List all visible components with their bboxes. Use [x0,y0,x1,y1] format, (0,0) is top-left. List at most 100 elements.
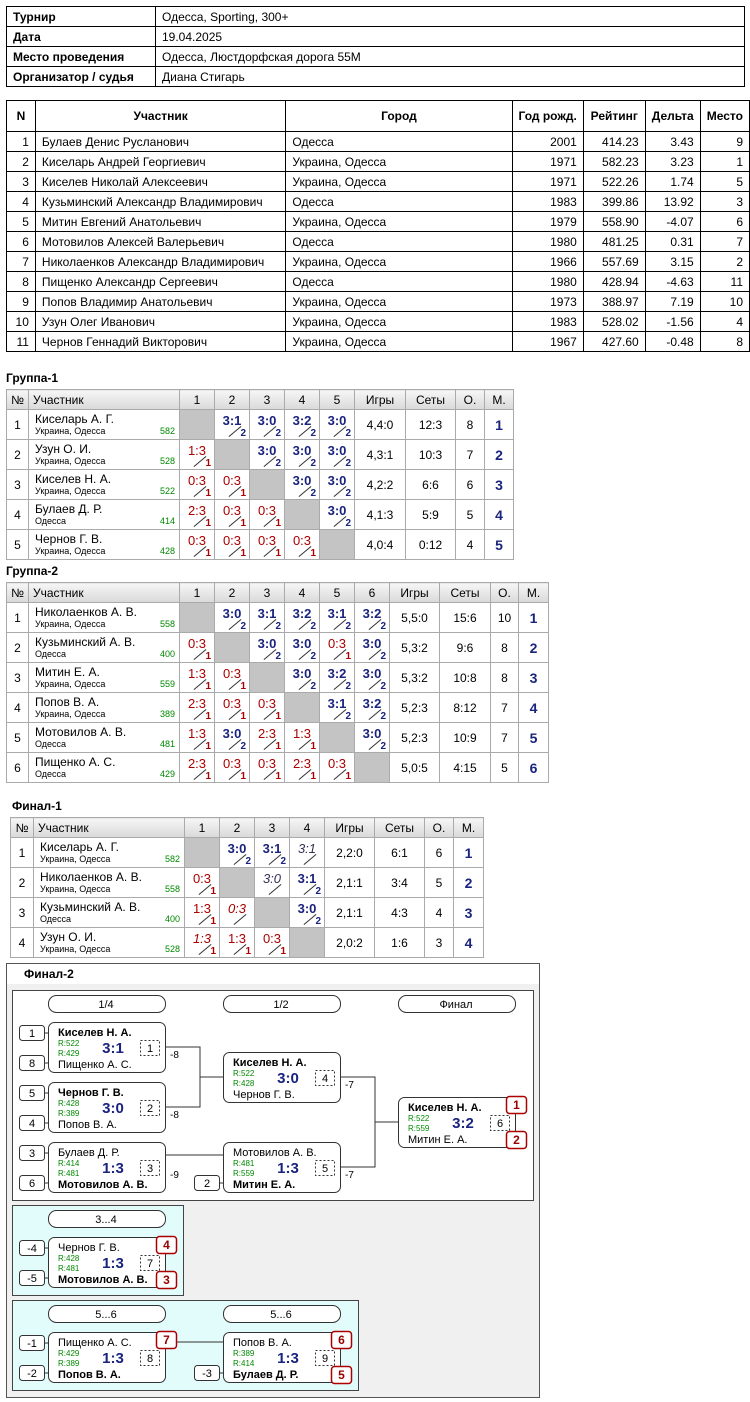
row-number: 5 [6,529,29,560]
place: 4 [484,499,514,530]
place: 6 [338,1333,345,1347]
place: 6 [518,752,549,783]
score: 3:0 [257,443,277,458]
sets: 10:3 [405,439,456,470]
place: 4 [518,692,549,723]
match-points: 2 [275,428,281,439]
score-cell: 3:2 2 [354,602,390,633]
player-name: Мотовилов А. В. [233,1147,317,1159]
seed-box [19,1025,45,1041]
score-cell: 3:0 2 [354,662,390,693]
player-name: Булаев Д. Р. [233,1369,298,1381]
column-header: 5 [319,582,355,603]
place: 5 [484,529,514,560]
score-cell: 1:3 1 [179,439,215,470]
seed-box [19,1270,45,1286]
match-box [48,1142,166,1193]
player-name: Мотовилов А. В. [58,1179,148,1191]
player-rating: 400 [164,914,180,924]
match-points: 1 [240,518,246,529]
player-city: Одесса [35,649,67,659]
group-row: 3 Киселев Н. А. Украина, Одесса 522 0:3 1 0:3 1… [6,469,514,500]
player-rating: 582 [164,854,180,864]
seed-box [19,1240,45,1256]
match-box [48,1022,166,1073]
sets: 10:8 [439,662,491,693]
place: 2 [453,867,484,898]
games: 5,3:2 [389,632,440,663]
row-number: 3 [10,897,34,928]
participant-cell: Одесса [285,131,513,152]
player-cell: Митин Е. А. Украина, Одесса 559 [28,662,180,693]
row-number: 4 [10,927,34,958]
participant-cell: -4.63 [644,271,701,292]
match-number: 5 [322,1163,328,1175]
seed-box [19,1175,45,1191]
points: 7 [490,692,519,723]
games: 5,0:5 [389,752,440,783]
place-badge [155,1235,178,1255]
score-cell: 2:3 1 [179,692,215,723]
match-points: 2 [310,488,316,499]
player-name: Попов В. А. [233,1337,292,1349]
score: 0:3 [222,696,242,711]
place-badge [330,1330,353,1350]
score: 3:0 [362,726,382,741]
participant-cell: 9 [699,131,750,152]
column-header: 1 [179,582,215,603]
match-box [398,1097,516,1148]
diagonal-cell [214,439,250,470]
player-info: Украина, Одесса 389 [29,709,179,720]
score: 1:3 [187,726,207,741]
participant-cell: 11 [6,331,36,352]
match-points: 2 [240,428,246,439]
player-city: Одесса [35,769,67,779]
column-header: Дельта [644,100,701,132]
player-rating: 522 [159,486,175,496]
player-rating: 558 [164,884,180,894]
participant-cell: 1973 [511,291,584,312]
match-number-box [140,1350,160,1366]
column-header: О. [424,817,454,838]
player-city: Украина, Одесса [40,884,111,894]
player-city: Украина, Одесса [35,679,106,689]
score-cell: 0:3 1 [249,752,285,783]
participant-cell: 10 [699,291,750,312]
points: 5 [424,867,454,898]
score: 0:3 [222,473,242,488]
player-rating: R:389 [58,1109,80,1118]
column-header: 2 [219,817,255,838]
match-points: 2 [310,681,316,692]
player-name: Узун О. И. [35,442,92,456]
round-label: Финал [439,999,472,1011]
participant-cell: 1980 [511,231,584,252]
match-points: 2 [380,651,386,662]
score: 0:3 [222,756,242,771]
sets: 10:9 [439,722,491,753]
match-points: 1 [205,548,211,559]
player-info: Одесса 400 [34,914,184,925]
match-points: 1 [310,741,316,752]
match-points: 2 [380,711,386,722]
games: 5,2:3 [389,692,440,723]
header-row: № Участник 1 2 3 4 5 6 Игры Сеты О. М. [6,582,549,603]
column-header: Место [699,100,750,132]
column-header: 4 [289,817,325,838]
participant-cell: 9 [6,291,36,312]
player-name: Пищенко А. С. [35,755,116,769]
match-points: 1 [275,518,281,529]
participant-cell: Украина, Одесса [285,211,513,232]
group-title: Группа-2 [6,564,59,578]
match-points: 1 [210,946,216,957]
score: 3:0 [257,413,277,428]
info-label: Организатор / судья [6,66,156,87]
place: 1 [484,409,514,440]
info-value: Одесса, Люстдорфская дорога 55М [155,46,745,67]
participant-cell: Украина, Одесса [285,331,513,352]
diagonal-cell [184,837,220,868]
match-number: 6 [497,1118,503,1130]
place: 3 [453,897,484,928]
match-points: 2 [345,488,351,499]
group-title: Финал-1 [12,799,62,813]
score: 0:3 [327,756,347,771]
